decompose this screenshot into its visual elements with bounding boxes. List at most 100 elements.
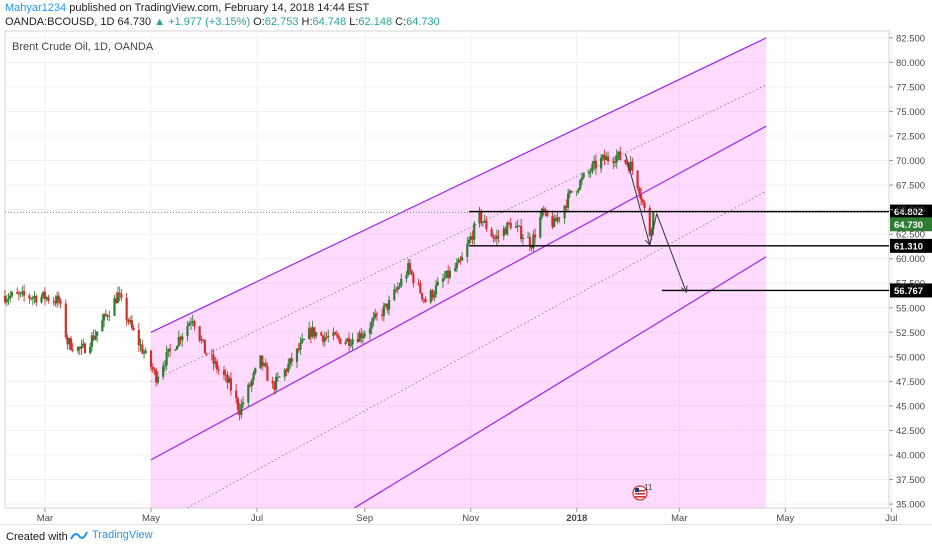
y-tick-label: 80.000 <box>896 58 925 69</box>
candle-body <box>92 335 95 340</box>
level-label: 64.802 <box>894 207 923 218</box>
candle-body <box>394 289 398 291</box>
candle-body <box>174 349 177 351</box>
footer: Created with TradingView <box>0 524 932 551</box>
candle-body <box>410 270 413 275</box>
candle-body <box>181 336 184 341</box>
x-tick-label: Jul <box>251 513 263 524</box>
candle-body <box>375 313 379 315</box>
level-badge <box>890 204 932 219</box>
tradingview-link[interactable]: TradingView <box>70 529 153 541</box>
candle-body <box>506 222 509 235</box>
y-tick-label: 62.500 <box>896 230 925 241</box>
candle-body <box>285 369 288 372</box>
candle-body <box>493 238 497 240</box>
candle-body <box>546 210 549 217</box>
candle-body <box>580 177 584 181</box>
candle-body <box>188 323 191 326</box>
chart-grid <box>4 30 892 509</box>
y-tick-label: 57.500 <box>896 279 925 290</box>
candle-body <box>261 355 264 366</box>
candle-body <box>337 335 340 339</box>
candle-body <box>290 358 293 362</box>
low-label: L: <box>349 16 359 28</box>
candle-body <box>650 229 653 236</box>
candle-body <box>179 336 182 341</box>
author-link[interactable]: Mahyar1234 <box>5 2 67 14</box>
y-tick-label: 42.500 <box>896 426 925 437</box>
candle-body <box>527 237 530 238</box>
candle-body <box>455 262 458 269</box>
price-axis[interactable]: 82.500 80.000 77.500 75.000 72.500 70.000 67.5… <box>889 33 925 511</box>
candle-body <box>212 355 215 364</box>
candle-body <box>59 300 62 304</box>
horizontal-levels[interactable]: 64.802 61.310 56.767 64.730 <box>5 204 932 298</box>
price-chart[interactable]: 64.802 61.310 56.767 64.730 82.500 80.000 77.… <box>0 30 932 524</box>
candle-body <box>203 339 206 354</box>
candle-body <box>553 218 556 227</box>
candle-body <box>17 293 21 295</box>
candle-body <box>424 299 427 303</box>
candle-body <box>118 292 121 295</box>
candle-body <box>374 313 377 318</box>
candle-body <box>626 162 629 165</box>
candle-body <box>163 365 166 367</box>
candle-body <box>502 228 505 237</box>
candle-body <box>400 278 403 287</box>
x-tick-label: Mar <box>671 513 687 524</box>
candle-body <box>606 156 610 161</box>
candle-body <box>422 298 425 300</box>
candle-body <box>33 295 36 298</box>
event-badge[interactable]: 11 <box>632 483 653 501</box>
candle-body <box>278 376 281 378</box>
candle-body <box>421 293 424 299</box>
candle-body <box>433 294 436 298</box>
candle-body <box>214 361 217 364</box>
candle-body <box>200 339 203 341</box>
regression-channel[interactable] <box>150 37 767 508</box>
candle-body <box>283 369 286 377</box>
candle-body <box>56 295 59 304</box>
candle-body <box>327 336 330 338</box>
candle-body <box>520 225 523 240</box>
candle-body <box>361 336 365 339</box>
y-tick-label: 75.000 <box>896 107 925 118</box>
candle-body <box>104 314 107 316</box>
candle-body <box>275 376 278 390</box>
candle-body <box>509 222 512 228</box>
candle-body <box>76 347 80 351</box>
candle-body <box>346 338 349 342</box>
candle-body <box>247 384 250 403</box>
x-tick-label: May <box>776 513 794 524</box>
candle-body <box>35 295 38 303</box>
candle-body <box>139 344 142 346</box>
candle-body <box>89 346 92 354</box>
candle-body <box>495 235 498 240</box>
event-count: 11 <box>644 483 653 492</box>
low-value: 62.148 <box>358 16 393 28</box>
candle-body <box>198 326 201 341</box>
candle-body <box>125 297 128 320</box>
candle-body <box>241 402 245 405</box>
candle-body <box>68 338 71 345</box>
candle-body <box>23 291 26 296</box>
candle-body <box>459 259 462 261</box>
candle-body <box>593 160 596 164</box>
candle-body <box>447 270 450 278</box>
candle-body <box>601 154 604 158</box>
candle-body <box>612 160 615 163</box>
candle-body <box>129 320 132 323</box>
symbol-label: OANDA:BCOUSD, 1D <box>5 16 115 28</box>
candle-body <box>466 243 469 257</box>
projection-arrows[interactable] <box>624 153 686 292</box>
candle-body <box>372 317 375 322</box>
projection-arrow <box>624 153 649 245</box>
time-axis[interactable]: Mar May Jul Sep Nov 2018 Mar May Jul <box>37 508 898 524</box>
candle-body <box>408 262 412 271</box>
candle-body <box>156 376 160 383</box>
candle-body <box>82 343 85 347</box>
candle-body <box>16 292 19 294</box>
candle-body <box>643 202 646 209</box>
candle-body <box>490 229 493 237</box>
candle-body <box>398 286 401 288</box>
